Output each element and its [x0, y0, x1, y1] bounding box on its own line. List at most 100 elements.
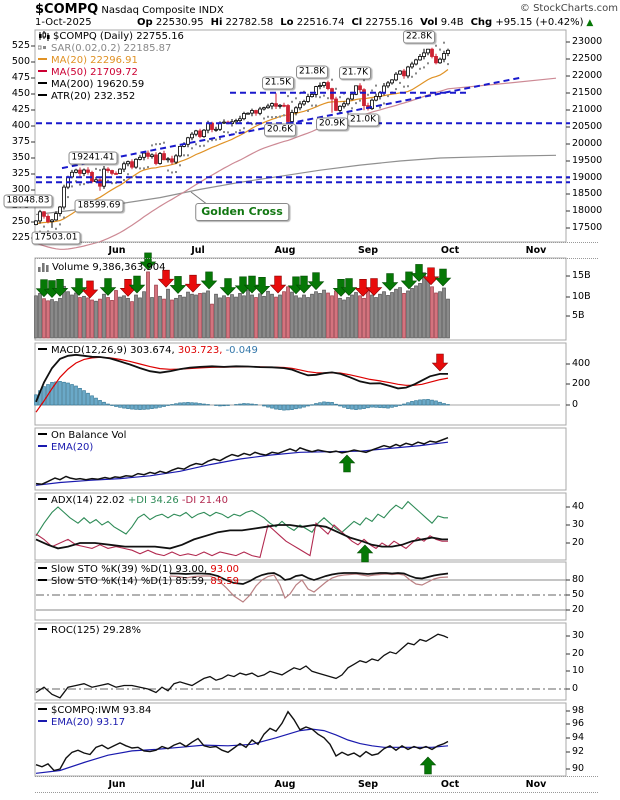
legend-swatch [38, 82, 47, 84]
price-callout: 20.6K [264, 123, 296, 137]
legend-row: $COMPQ (Daily) 22755.16 [38, 31, 184, 43]
green-down-arrow-icon [200, 271, 218, 290]
stockcharts-credit-link[interactable]: © StockCharts.com [519, 3, 618, 14]
axis-tick-label-right: 200 [572, 378, 591, 389]
panel-border-sto [34, 561, 567, 621]
green-down-arrow-icon [253, 276, 271, 295]
legend-swatch [38, 567, 47, 569]
price-callout: 22.8K [403, 30, 435, 44]
exchange-label: INDX [198, 5, 224, 16]
golden-cross-leader [190, 191, 209, 206]
green-down-arrow-icon [70, 278, 88, 296]
axis-tick-label-left: 250 [11, 216, 30, 227]
legend-text: ADX(14) 22.02 [51, 495, 128, 506]
legend-volume: Volume 9,386,363,904 [38, 262, 166, 274]
axis-tick-label-right: 92 [572, 746, 585, 757]
month-label-sep: Sep [357, 245, 379, 256]
price-callout: 18048.83 [3, 194, 53, 208]
legend-swatch [38, 94, 47, 96]
axis-tick-label-left: 225 [11, 232, 30, 243]
axis-tick-label-right: 400 [572, 358, 591, 369]
legend-row: SAR(0.02,0.2) 22185.87 [37, 43, 184, 55]
quote-row: 1-Oct-2025 Op 22530.95 Hi 22782.58 Lo 22516… [35, 17, 604, 28]
axis-tick-label-right: 90 [572, 763, 585, 774]
minus-di-line [35, 522, 448, 559]
legend-text: Slow STO %K(14) %D(1) 85.59, [51, 576, 208, 587]
legend-swatch [38, 579, 47, 581]
legend-swatch [38, 708, 47, 710]
plus-di-line [35, 500, 448, 537]
axis-tick-label-right: 20 [572, 604, 585, 615]
chart-date: 1-Oct-2025 [35, 17, 92, 28]
golden-cross-annotation: Golden Cross [195, 203, 289, 221]
roc-line [35, 633, 449, 699]
green-down-arrow-icon [128, 275, 146, 294]
axis-tick-label-right: 20000 [572, 138, 603, 149]
axis-tick-label-right: 22000 [572, 70, 603, 81]
axis-tick-label-right: 30 [572, 630, 585, 641]
axis-tick-label-right: 10 [572, 665, 585, 676]
legend-text: MACD(12,26,9) 303.674, [51, 345, 175, 356]
quote-value-cl: 22755.16 [362, 17, 414, 28]
legend-row: MA(200) 19620.59 [38, 79, 184, 91]
panel-border-adx [34, 492, 567, 561]
legend-ratio: $COMPQ:IWM 93.84 EMA(20) 93.17 [38, 705, 151, 729]
adx-line [35, 524, 448, 550]
red-down-arrow-icon [81, 280, 99, 299]
quote-strip: Op 22530.95 Hi 22782.58 Lo 22516.74 Cl 2275… [130, 17, 593, 28]
legend-text: Volume 9,386,363,904 [52, 262, 166, 273]
axis-tick-label-right: 22500 [572, 53, 603, 64]
axis-tick-label-right: 23000 [572, 36, 603, 47]
slow-sto-k14-line [169, 573, 449, 603]
date-strip-line [35, 258, 598, 259]
quote-label-hi: Hi [210, 17, 223, 28]
green-down-arrow-icon [51, 279, 69, 297]
slow-sto-k39-line [170, 572, 449, 585]
green-up-arrow-icon [356, 544, 374, 563]
legend-roc: ROC(125) 29.28% [38, 625, 141, 637]
axis-tick-label-right: 98 [572, 705, 585, 716]
axis-tick-label-right: 20 [572, 537, 585, 548]
price-callout: 21.5K [262, 76, 294, 90]
date-strip-line [35, 242, 598, 243]
axis-tick-label-right: 80 [572, 574, 585, 585]
volume-bars [34, 271, 450, 339]
quote-label-vol: Vol [420, 17, 438, 28]
axis-tick-label-right: 18500 [572, 188, 603, 199]
symbol: $COMPQ [35, 2, 99, 17]
legend-row: EMA(20) [38, 442, 126, 454]
legend-row: Slow STO %K(14) %D(1) 85.59, 85.59 [38, 576, 239, 588]
red-down-arrow-icon [184, 274, 202, 293]
axis-tick-label-left: 350 [11, 152, 30, 163]
red-down-arrow-icon [431, 353, 449, 372]
quote-value-chg: +95.15 (+0.42%) [492, 17, 584, 28]
green-down-arrow-icon [169, 276, 187, 294]
quote-value-vol: 9.4B [437, 17, 464, 28]
green-down-arrow-icon [410, 264, 428, 282]
axis-tick-label-right: 21000 [572, 104, 603, 115]
candlestick-icon [39, 31, 50, 41]
month-label-aug: Aug [274, 779, 296, 790]
axis-tick-label-right: 19500 [572, 155, 603, 166]
legend-swatch [38, 58, 47, 60]
legend-row: MACD(12,26,9) 303.674, 303.723, -0.049 [38, 345, 258, 357]
legend-sto: Slow STO %K(39) %D(1) 93.00, 93.00 Slow S… [38, 564, 239, 588]
legend-adx: ADX(14) 22.02 +DI 34.26 -DI 21.40 [38, 495, 228, 507]
price-callout: 19241.41 [68, 151, 118, 165]
legend-swatch [38, 70, 47, 72]
legend-text: 93.00 [207, 564, 240, 575]
axis-tick-label-right: 0 [572, 399, 579, 410]
legend-macd: MACD(12,26,9) 303.674, 303.723, -0.049 [38, 345, 258, 357]
legend-text: ROC(125) 29.28% [51, 625, 141, 636]
axis-tick-label-right: 21500 [572, 87, 603, 98]
date-strip-line [35, 792, 598, 793]
candles [34, 47, 450, 228]
legend-swatch [38, 628, 47, 630]
legend-row: $COMPQ:IWM 93.84 [38, 705, 151, 717]
chart-header: $COMPQ Nasdaq Composite INDX [35, 2, 604, 17]
axis-tick-label-left: 325 [11, 168, 30, 179]
axis-tick-label-left: 475 [11, 72, 30, 83]
legend-row: Volume 9,386,363,904 [38, 262, 166, 274]
legend-row: ATR(20) 232.352 [38, 91, 184, 103]
